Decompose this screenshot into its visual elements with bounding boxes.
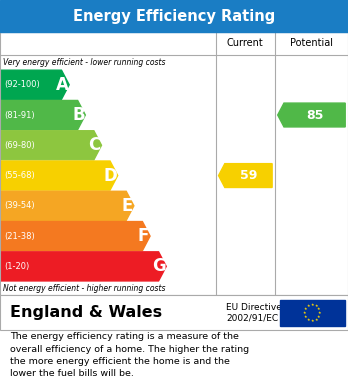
Text: ★: ★	[304, 307, 308, 311]
Text: D: D	[104, 167, 118, 185]
Text: ★: ★	[314, 318, 318, 322]
Polygon shape	[1, 161, 118, 190]
Text: ★: ★	[317, 315, 321, 319]
Text: 85: 85	[306, 109, 323, 122]
Polygon shape	[1, 191, 134, 221]
Polygon shape	[1, 222, 150, 251]
Text: EU Directive
2002/91/EC: EU Directive 2002/91/EC	[226, 303, 282, 323]
Bar	[0, 32, 348, 295]
Text: Not energy efficient - higher running costs: Not energy efficient - higher running co…	[3, 284, 166, 293]
Bar	[0, 295, 348, 330]
Polygon shape	[1, 70, 69, 99]
Text: (39-54): (39-54)	[4, 201, 35, 210]
Text: The energy efficiency rating is a measure of the
overall efficiency of a home. T: The energy efficiency rating is a measur…	[10, 332, 250, 378]
Text: ★: ★	[310, 303, 314, 307]
Text: (1-20): (1-20)	[4, 262, 30, 271]
Text: ★: ★	[307, 318, 310, 322]
Text: E: E	[121, 197, 133, 215]
Text: ★: ★	[318, 311, 322, 315]
Text: A: A	[56, 76, 69, 94]
Text: (81-91): (81-91)	[4, 111, 35, 120]
Text: B: B	[72, 106, 85, 124]
Bar	[0, 0, 348, 32]
Text: 59: 59	[240, 169, 257, 182]
Text: C: C	[88, 136, 101, 154]
Text: England & Wales: England & Wales	[10, 305, 163, 320]
Text: Potential: Potential	[290, 38, 333, 48]
Text: Very energy efficient - lower running costs: Very energy efficient - lower running co…	[3, 57, 166, 67]
Polygon shape	[1, 131, 102, 160]
Polygon shape	[1, 252, 166, 281]
Text: ★: ★	[314, 304, 318, 308]
Text: ★: ★	[304, 315, 308, 319]
Text: ★: ★	[310, 319, 314, 323]
Text: G: G	[152, 257, 166, 275]
Text: ★: ★	[303, 311, 307, 315]
Text: (69-80): (69-80)	[4, 141, 35, 150]
Text: (92-100): (92-100)	[4, 80, 40, 89]
Text: Energy Efficiency Rating: Energy Efficiency Rating	[73, 9, 275, 23]
Text: Current: Current	[227, 38, 264, 48]
Bar	[280, 300, 345, 326]
Polygon shape	[1, 100, 85, 129]
Polygon shape	[219, 163, 272, 188]
Text: (55-68): (55-68)	[4, 171, 35, 180]
Text: (21-38): (21-38)	[4, 231, 35, 240]
Text: ★: ★	[307, 304, 310, 308]
Text: F: F	[137, 227, 149, 245]
Text: ★: ★	[317, 307, 321, 311]
Polygon shape	[278, 103, 345, 127]
